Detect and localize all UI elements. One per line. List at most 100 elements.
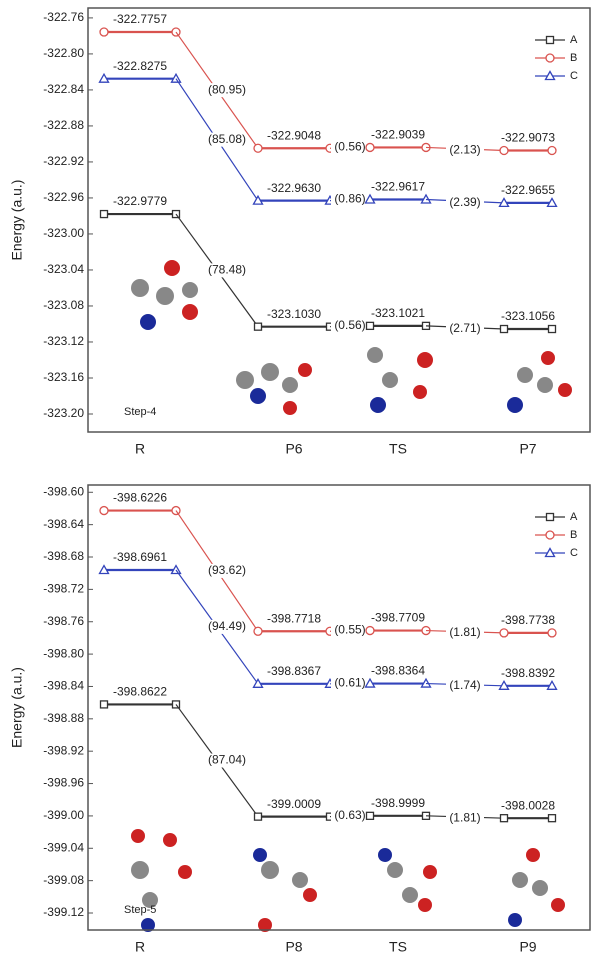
value-label: -398.6961 [113, 550, 167, 564]
y-axis-label: Energy (a.u.) [9, 667, 25, 748]
value-label: -398.6226 [113, 491, 167, 505]
x-tick-label: P9 [519, 939, 536, 954]
marker [498, 197, 510, 208]
y-tick-label: -398.80 [43, 646, 84, 660]
gap-label-bg [331, 140, 369, 155]
marker [253, 322, 263, 331]
value-label: -398.8364 [371, 664, 425, 678]
y-tick-label: -323.16 [43, 370, 84, 384]
gap-label-bg [331, 623, 369, 638]
marker [253, 626, 263, 636]
marker [365, 321, 375, 331]
gap-label-bg [446, 322, 484, 337]
gap-label: (80.95) [208, 82, 246, 96]
marker [545, 35, 555, 45]
y-tick-label: -322.92 [43, 154, 84, 168]
gap-label: (1.81) [449, 810, 480, 824]
marker [253, 812, 263, 821]
marker [499, 324, 509, 334]
gap-label: (2.71) [449, 321, 480, 335]
value-label: -322.9048 [267, 128, 321, 142]
marker [546, 197, 558, 208]
marker [99, 209, 109, 219]
marker [499, 145, 509, 156]
marker [547, 324, 557, 334]
marker [364, 193, 376, 204]
value-label: -398.8367 [267, 664, 321, 678]
value-label: -322.9630 [267, 181, 321, 195]
gap-label-bg [446, 143, 484, 158]
x-tick-label: P7 [519, 441, 536, 457]
gap-label: (93.62) [208, 563, 246, 577]
marker [364, 677, 376, 688]
y-tick-label: -398.76 [43, 614, 84, 628]
value-label: -398.7718 [267, 611, 321, 625]
value-label: -398.8392 [501, 666, 555, 680]
y-tick-label: -398.92 [43, 743, 84, 757]
marker [547, 814, 557, 823]
marker [547, 145, 557, 156]
y-tick-label: -322.88 [43, 118, 84, 132]
x-tick-label: R [135, 441, 145, 457]
gap-label: (0.86) [334, 192, 365, 206]
y-tick-label: -322.96 [43, 190, 84, 204]
gap-label: (94.49) [208, 619, 246, 633]
gap-label: (0.61) [334, 676, 365, 690]
gap-label: (0.56) [334, 318, 365, 332]
marker [365, 625, 375, 636]
plot-frame [87, 7, 591, 433]
y-tick-label: -398.68 [43, 549, 84, 563]
molecule-illustrations [131, 260, 572, 932]
y-tick-label: -322.84 [43, 82, 84, 96]
y-tick-label: -398.84 [43, 679, 84, 693]
gap-label-bg [446, 195, 484, 210]
marker [99, 27, 109, 37]
plot-frame [87, 484, 591, 931]
value-label: -322.9655 [501, 183, 555, 197]
gap-label: (0.56) [334, 140, 365, 154]
gap-label-bg [208, 563, 246, 578]
gap-label: (2.39) [449, 195, 480, 209]
legend-label: B [570, 52, 577, 64]
marker [252, 194, 264, 205]
gap-label-bg [331, 808, 369, 823]
y-tick-label: -399.04 [43, 840, 84, 854]
value-label: -322.8275 [113, 59, 167, 73]
gap-label: (85.08) [208, 132, 246, 146]
gap-label-bg [446, 678, 484, 693]
value-label: -322.9779 [113, 194, 167, 208]
value-label: -398.7709 [371, 611, 425, 625]
value-label: -399.0009 [267, 797, 321, 811]
legend-label: A [570, 34, 578, 46]
value-label: -322.7757 [113, 12, 167, 26]
y-tick-label: -323.04 [43, 262, 84, 276]
y-tick-label: -323.00 [43, 226, 84, 240]
legend-label: A [570, 511, 578, 523]
value-label: -398.0028 [501, 798, 555, 812]
marker [547, 628, 557, 638]
gap-label: (1.74) [449, 678, 480, 692]
marker [544, 547, 556, 558]
y-tick-label: -322.80 [43, 46, 84, 60]
marker [98, 72, 110, 83]
marker [545, 53, 555, 63]
y-tick-label: -399.00 [43, 808, 84, 822]
gap-label-bg [208, 263, 246, 278]
marker [499, 814, 509, 823]
value-label: -322.9617 [371, 180, 425, 194]
value-label: -323.1021 [371, 306, 425, 320]
marker [170, 72, 182, 83]
gap-label: (0.63) [334, 808, 365, 822]
marker [545, 530, 555, 540]
value-label: -398.7738 [501, 613, 555, 627]
legend-label: B [570, 529, 577, 541]
x-tick-label: TS [389, 939, 407, 954]
value-label: -323.1030 [267, 307, 321, 321]
gap-label-bg [446, 811, 484, 826]
chart-panel: -322.76 -322.80 -322.84 -322.88 -322.92 -322.… [9, 7, 591, 457]
marker [545, 512, 555, 522]
y-tick-label: -323.20 [43, 406, 84, 420]
y-tick-label: -322.76 [43, 10, 84, 24]
y-tick-label: -323.08 [43, 298, 84, 312]
